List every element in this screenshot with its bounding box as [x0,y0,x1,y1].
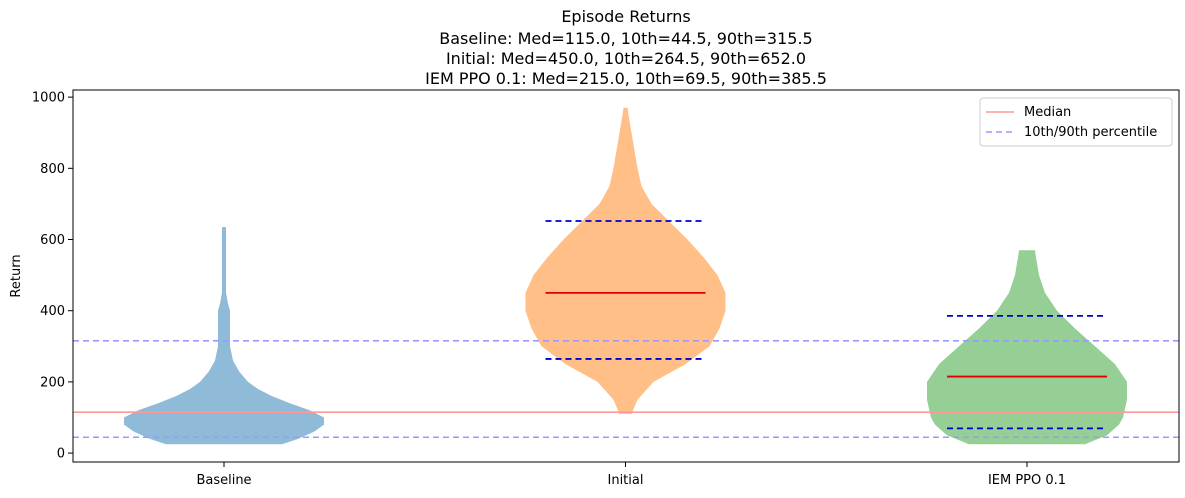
legend-median-label: Median [1024,105,1071,120]
y-axis: 0 200 400 600 800 1000 [32,91,73,462]
x-axis: Baseline Initial IEM PPO 0.1 [196,462,1066,488]
legend: Median 10th/90th percentile [979,97,1173,147]
title-line: Episode Returns [561,7,690,26]
percentile-markers-layer [545,220,1107,430]
violin-baseline [124,227,324,445]
x-tick-label: Initial [608,473,644,488]
y-tick-label: 400 [40,304,65,319]
y-tick-label: 1000 [32,91,65,106]
chart-title: Episode Returns Baseline: Med=115.0, 10t… [425,7,827,88]
title-line: Baseline: Med=115.0, 10th=44.5, 90th=315… [439,29,812,48]
y-tick-label: 600 [40,233,65,248]
y-tick-label: 800 [40,162,65,177]
legend-box [979,97,1173,147]
reference-lines-layer [73,339,1179,439]
title-line: IEM PPO 0.1: Med=215.0, 10th=69.5, 90th=… [425,69,827,88]
y-tick-label: 0 [57,447,65,462]
violins-layer [124,107,1127,445]
y-axis-label: Return [9,254,24,297]
x-tick-label: IEM PPO 0.1 [988,473,1066,488]
x-tick-label: Baseline [196,473,251,488]
legend-percentile-label: 10th/90th percentile [1024,125,1157,140]
title-line: Initial: Med=450.0, 10th=264.5, 90th=652… [446,49,806,68]
y-tick-label: 200 [40,375,65,390]
violin-iem-ppo-0-1 [927,250,1127,445]
violin-initial [525,107,726,414]
